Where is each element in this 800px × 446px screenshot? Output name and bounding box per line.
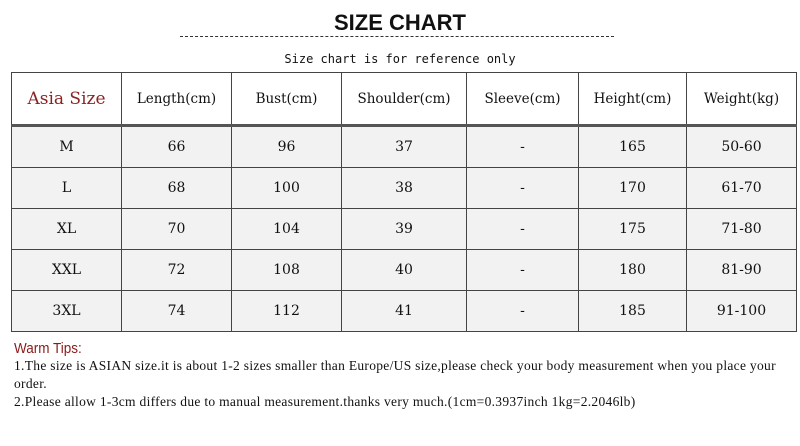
table-cell: - [466, 290, 579, 332]
table-row: XL 70 104 39-175 71-80 [11, 208, 797, 250]
table-cell: 37 [341, 125, 467, 168]
column-header: Length(cm) [121, 72, 232, 127]
table-cell: 81-90 [686, 249, 797, 291]
table-cell: - [466, 249, 579, 291]
header-row: Asia Size Length(cm) Bust(cm) Shoulder(cm) S… [11, 72, 797, 127]
table-cell: 68 [121, 167, 232, 209]
table-cell: 38 [341, 167, 467, 209]
column-header: Sleeve(cm) [466, 72, 579, 127]
table-cell: 3XL [11, 290, 122, 332]
column-header: Shoulder(cm) [341, 72, 467, 127]
table-cell: XXL [11, 249, 122, 291]
size-table: Asia Size Length(cm) Bust(cm) Shoulder(cm) S… [11, 72, 797, 332]
table-row: XXL 72 108 40-180 81-90 [11, 249, 797, 291]
table-cell: M [11, 125, 122, 168]
table-cell: 61-70 [686, 167, 797, 209]
table-cell: 175 [578, 208, 687, 250]
table-cell: 40 [341, 249, 467, 291]
tip-1: 1.The size is ASIAN size.it is about 1-2… [14, 358, 776, 391]
table-cell: 112 [231, 290, 342, 332]
tip-2: 2.Please allow 1-3cm differs due to manu… [14, 394, 636, 409]
dashed-divider [180, 36, 614, 37]
table-cell: 100 [231, 167, 342, 209]
column-header: Asia Size [11, 72, 122, 127]
table-row: M 66 96 37-165 50-60 [11, 125, 797, 168]
column-header: Height(cm) [578, 72, 687, 127]
table-cell: 39 [341, 208, 467, 250]
table-cell: 165 [578, 125, 687, 168]
column-header: Bust(cm) [231, 72, 342, 127]
table-cell: 50-60 [686, 125, 797, 168]
page-title: SIZE CHART [334, 10, 466, 35]
tips-heading: Warm Tips: [14, 340, 82, 357]
table-cell: - [466, 208, 579, 250]
table-cell: 108 [231, 249, 342, 291]
column-header: Weight(kg) [686, 72, 797, 127]
table-cell: 72 [121, 249, 232, 291]
table-cell: 66 [121, 125, 232, 168]
table-cell: 74 [121, 290, 232, 332]
table-row: L 68 100 38-170 61-70 [11, 167, 797, 209]
table-cell: 91-100 [686, 290, 797, 332]
table-cell: 96 [231, 125, 342, 168]
table-cell: XL [11, 208, 122, 250]
table-cell: 71-80 [686, 208, 797, 250]
table-cell: 104 [231, 208, 342, 250]
table-cell: - [466, 125, 579, 168]
table-cell: 70 [121, 208, 232, 250]
table-cell: 170 [578, 167, 687, 209]
table-cell: 41 [341, 290, 467, 332]
table-cell: 180 [578, 249, 687, 291]
warm-tips: Warm Tips: 1.The size is ASIAN size.it i… [14, 340, 794, 411]
subtitle: Size chart is for reference only [284, 52, 516, 66]
table-cell: 185 [578, 290, 687, 332]
table-cell: L [11, 167, 122, 209]
table-cell: - [466, 167, 579, 209]
table-row: 3XL 74 112 41-185 91-100 [11, 290, 797, 332]
